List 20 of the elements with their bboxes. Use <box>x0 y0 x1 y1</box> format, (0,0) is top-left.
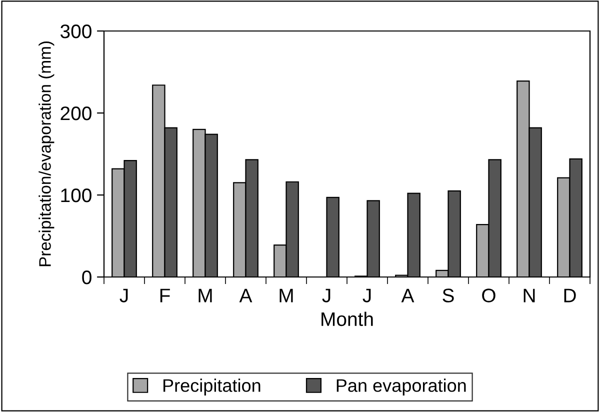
x-tick-label: O <box>482 288 496 302</box>
x-tick-label: S <box>442 288 454 302</box>
x-tick-label: J <box>322 288 330 302</box>
y-tick-label: 200 <box>60 106 92 120</box>
x-tick-label: F <box>160 288 170 302</box>
x-tick-label: J <box>120 288 128 302</box>
x-tick-label: A <box>401 288 414 302</box>
x-tick-label: N <box>524 288 535 302</box>
y-axis-title: Precipitation/evaporation (mm) <box>38 42 54 266</box>
x-tick-label: M <box>198 288 212 302</box>
x-tick-label: D <box>564 288 576 302</box>
x-tick-label: J <box>362 288 371 302</box>
y-tick-label: 0 <box>82 270 92 284</box>
legend-label: Pan evaporation <box>336 378 466 396</box>
legend-label: Precipitation <box>163 378 260 396</box>
x-axis-title: Month <box>322 312 373 326</box>
x-tick-label: M <box>280 288 293 302</box>
y-tick-label: 100 <box>61 188 92 202</box>
y-tick-label: 300 <box>60 24 92 38</box>
x-tick-label: A <box>239 288 252 302</box>
